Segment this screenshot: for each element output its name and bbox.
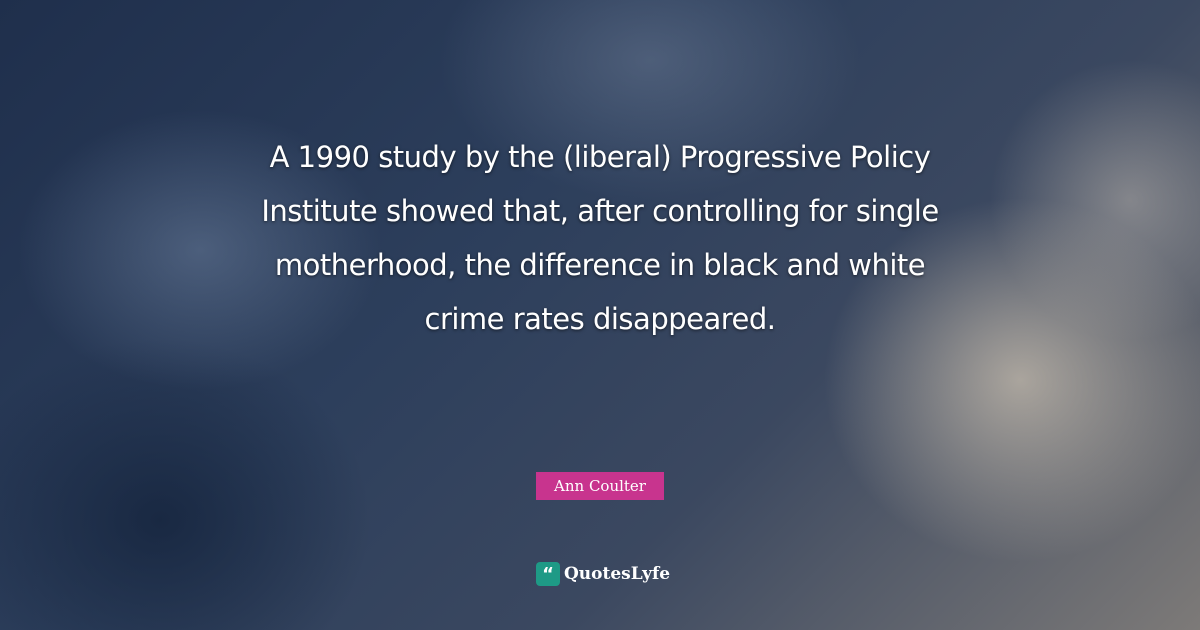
- brand-name: QuotesLyfe: [564, 564, 671, 584]
- brand-logo[interactable]: “ QuotesLyfe: [536, 562, 670, 586]
- author-badge[interactable]: Ann Coulter: [536, 472, 664, 500]
- quote-text: A 1990 study by the (liberal) Progressiv…: [261, 140, 939, 336]
- quote-mark-icon: “: [536, 562, 560, 586]
